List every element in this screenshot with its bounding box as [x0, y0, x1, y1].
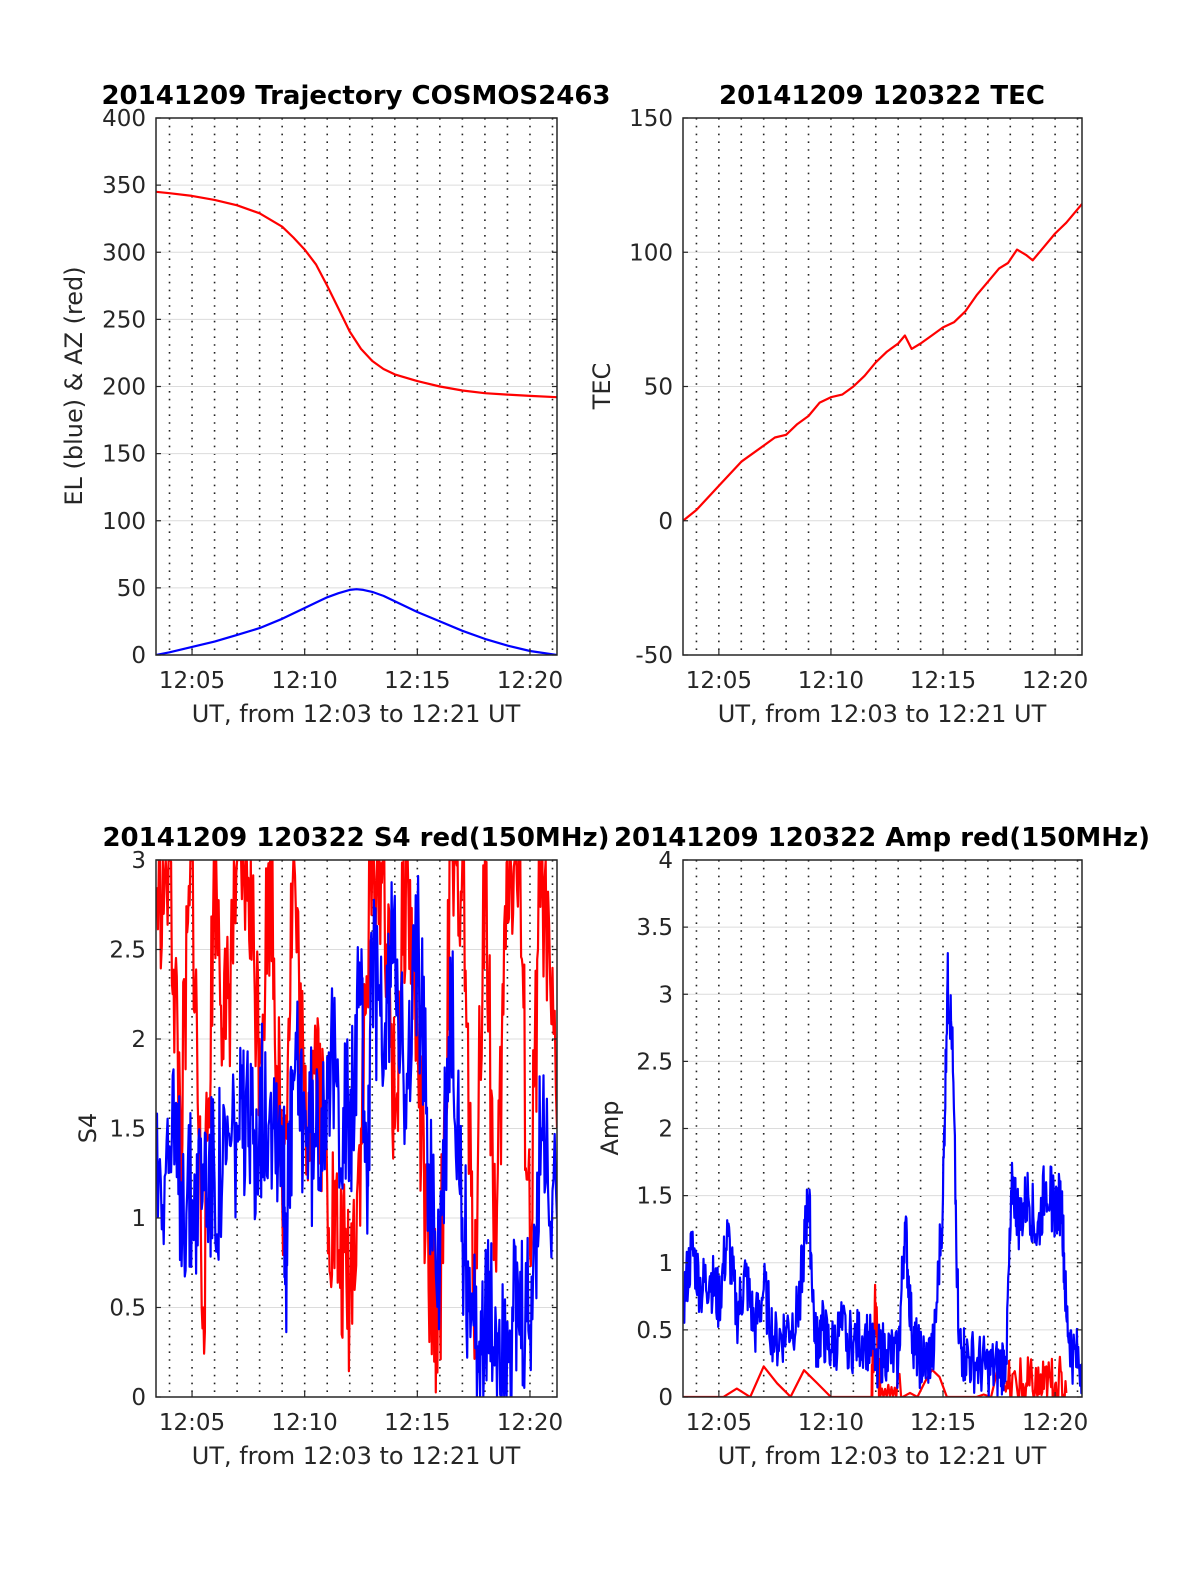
x-tick-label: 12:15	[910, 668, 976, 694]
y-tick-label: 2.5	[109, 938, 146, 964]
x-tick-label: 12:10	[272, 1410, 338, 1436]
series-line	[156, 190, 557, 399]
y-tick-label: 250	[102, 307, 146, 333]
y-axis-label: S4	[74, 1113, 102, 1144]
x-tick-label: 12:10	[272, 668, 338, 694]
y-tick-label: 0	[131, 1385, 146, 1411]
y-tick-label: 2	[131, 1027, 146, 1053]
x-tick-label: 12:05	[686, 1410, 752, 1436]
y-tick-label: 0.5	[109, 1296, 146, 1322]
y-tick-label: 3.5	[636, 915, 673, 941]
y-tick-label: 0.5	[636, 1318, 673, 1344]
x-tick-label: 12:20	[497, 668, 563, 694]
y-tick-label: 0	[658, 509, 673, 535]
y-axis-label: TEC	[588, 363, 616, 411]
y-tick-label: 3	[131, 848, 146, 874]
grid	[683, 859, 1082, 1398]
x-axis-label: UT, from 12:03 to 12:21 UT	[192, 1442, 521, 1470]
x-tick-label: 12:20	[1022, 668, 1088, 694]
y-tick-label: 2.5	[636, 1049, 673, 1075]
chart-title: 20141209 Trajectory COSMOS2463	[101, 81, 610, 111]
y-tick-label: 2	[658, 1117, 673, 1143]
x-tick-label: 12:20	[497, 1410, 563, 1436]
series-line	[156, 588, 557, 655]
x-tick-label: 12:15	[384, 1410, 450, 1436]
series-group	[683, 203, 1082, 522]
grid	[156, 117, 557, 656]
series-group	[156, 860, 557, 1397]
x-axis-label: UT, from 12:03 to 12:21 UT	[718, 700, 1047, 728]
y-tick-label: 150	[629, 106, 673, 132]
series-group	[683, 951, 1082, 1397]
chart-title: 20141209 120322 S4 red(150MHz)	[102, 823, 609, 853]
x-tick-label: 12:15	[910, 1410, 976, 1436]
series-line	[683, 203, 1082, 522]
grid	[683, 117, 1082, 656]
x-tick-label: 12:15	[384, 668, 450, 694]
chart-title: 20141209 120322 TEC	[719, 81, 1045, 111]
panel-amp: 20141209 120322 Amp red(150MHz) 0 0.5 1 1.5…	[596, 823, 1150, 1470]
y-tick-label: 1	[658, 1251, 673, 1277]
y-tick-label: 1	[131, 1206, 146, 1232]
series-line	[683, 951, 1082, 1397]
x-tick-label: 12:10	[798, 668, 864, 694]
y-tick-label: -50	[635, 643, 673, 669]
y-tick-label: 50	[644, 375, 673, 401]
y-tick-label: 100	[102, 509, 146, 535]
panel-tec: 20141209 120322 TEC -50 0 50 100 150 12:05 12:…	[588, 81, 1088, 728]
x-axis-label: UT, from 12:03 to 12:21 UT	[192, 700, 521, 728]
panel-trajectory: 20141209 Trajectory COSMOS2463 0 50 100 150…	[60, 81, 611, 728]
y-tick-label: 0	[658, 1385, 673, 1411]
y-tick-label: 150	[102, 442, 146, 468]
tick-labels: 0 0.5 1 1.5 2 2.5 3 3.5 4 12:05 12:10 12:15 12:20	[636, 848, 1088, 1436]
y-tick-label: 50	[117, 576, 146, 602]
y-tick-label: 350	[102, 173, 146, 199]
x-axis-label: UT, from 12:03 to 12:21 UT	[718, 1442, 1047, 1470]
tick-labels: -50 0 50 100 150 12:05 12:10 12:15 12:20	[629, 106, 1088, 694]
x-tick-label: 12:10	[798, 1410, 864, 1436]
panel-s4: 20141209 120322 S4 red(150MHz) 0 0.5 1 1.5 2…	[74, 823, 610, 1470]
tick-labels: 0 0.5 1 1.5 2 2.5 3 12:05 12:10 12:15 12:20	[109, 848, 563, 1436]
series-line	[156, 860, 557, 1394]
y-axis-label: EL (blue) & AZ (red)	[60, 266, 88, 505]
y-tick-label: 1.5	[636, 1184, 673, 1210]
y-tick-label: 200	[102, 375, 146, 401]
tick-labels: 0 50 100 150 200 250 300 350 400 12:05 12:10 12:15 1…	[102, 106, 563, 694]
y-tick-label: 0	[131, 643, 146, 669]
chart-title: 20141209 120322 Amp red(150MHz)	[614, 823, 1150, 853]
y-tick-label: 100	[629, 240, 673, 266]
y-tick-label: 4	[658, 848, 673, 874]
x-tick-label: 12:05	[159, 1410, 225, 1436]
series-line	[156, 874, 557, 1397]
y-tick-label: 400	[102, 106, 146, 132]
series-group	[156, 190, 557, 655]
y-tick-label: 1.5	[109, 1117, 146, 1143]
x-tick-label: 12:05	[686, 668, 752, 694]
y-tick-label: 3	[658, 982, 673, 1008]
x-tick-label: 12:05	[159, 668, 225, 694]
y-tick-label: 300	[102, 240, 146, 266]
x-tick-label: 12:20	[1022, 1410, 1088, 1436]
y-axis-label: Amp	[596, 1100, 624, 1155]
